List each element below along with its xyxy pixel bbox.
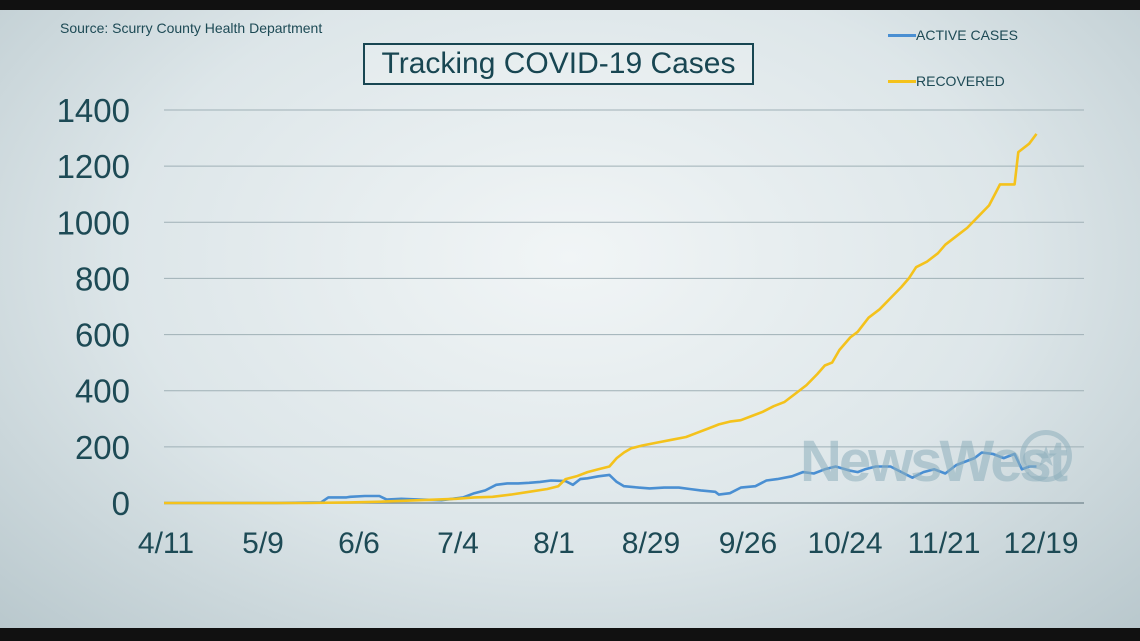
- y-tick-label: 1000: [57, 204, 130, 241]
- x-tick-label: 7/4: [437, 527, 479, 560]
- x-tick-label: 8/1: [533, 527, 575, 560]
- x-tick-label: 11/21: [908, 527, 981, 560]
- y-axis-ticks: 0 200 400 600 800 1000 1200 1400: [57, 92, 130, 522]
- x-tick-label: 8/29: [622, 527, 680, 560]
- y-tick-label: 200: [75, 429, 130, 466]
- x-tick-label: 12/19: [1003, 527, 1078, 560]
- x-axis-ticks: 4/11 5/9 6/6 7/4 8/1 8/29 9/26 10/24 11/21 12/19: [138, 527, 1079, 560]
- legend: ACTIVE CASES RECOVERED: [888, 24, 1018, 116]
- legend-item-active: ACTIVE CASES: [888, 24, 1018, 46]
- legend-swatch-active: [888, 33, 916, 37]
- x-tick-label: 4/11: [138, 527, 194, 560]
- chart-title-text: Tracking COVID-19 Cases: [381, 47, 736, 80]
- y-tick-label: 400: [75, 373, 130, 410]
- star-badge-icon: ★: [1020, 430, 1072, 482]
- x-tick-label: 5/9: [242, 527, 284, 560]
- x-tick-label: 9/26: [719, 527, 777, 560]
- chart-title: Tracking COVID-19 Cases: [363, 43, 754, 85]
- legend-label-active: ACTIVE CASES: [916, 27, 1018, 43]
- x-tick-label: 6/6: [338, 527, 380, 560]
- legend-label-recovered: RECOVERED: [916, 73, 1005, 89]
- y-tick-label: 800: [75, 260, 130, 297]
- source-note: Source: Scurry County Health Department: [60, 20, 323, 36]
- y-tick-label: 1400: [57, 92, 130, 129]
- legend-item-recovered: RECOVERED: [888, 70, 1018, 92]
- legend-swatch-recovered: [888, 79, 916, 83]
- y-tick-label: 1200: [57, 148, 130, 185]
- x-tick-label: 10/24: [807, 527, 882, 560]
- y-tick-label: 0: [112, 485, 130, 522]
- y-tick-label: 600: [75, 317, 130, 354]
- series-lines: [164, 133, 1038, 505]
- series-line-recovered: [164, 133, 1038, 505]
- chart-frame: [0, 10, 1140, 628]
